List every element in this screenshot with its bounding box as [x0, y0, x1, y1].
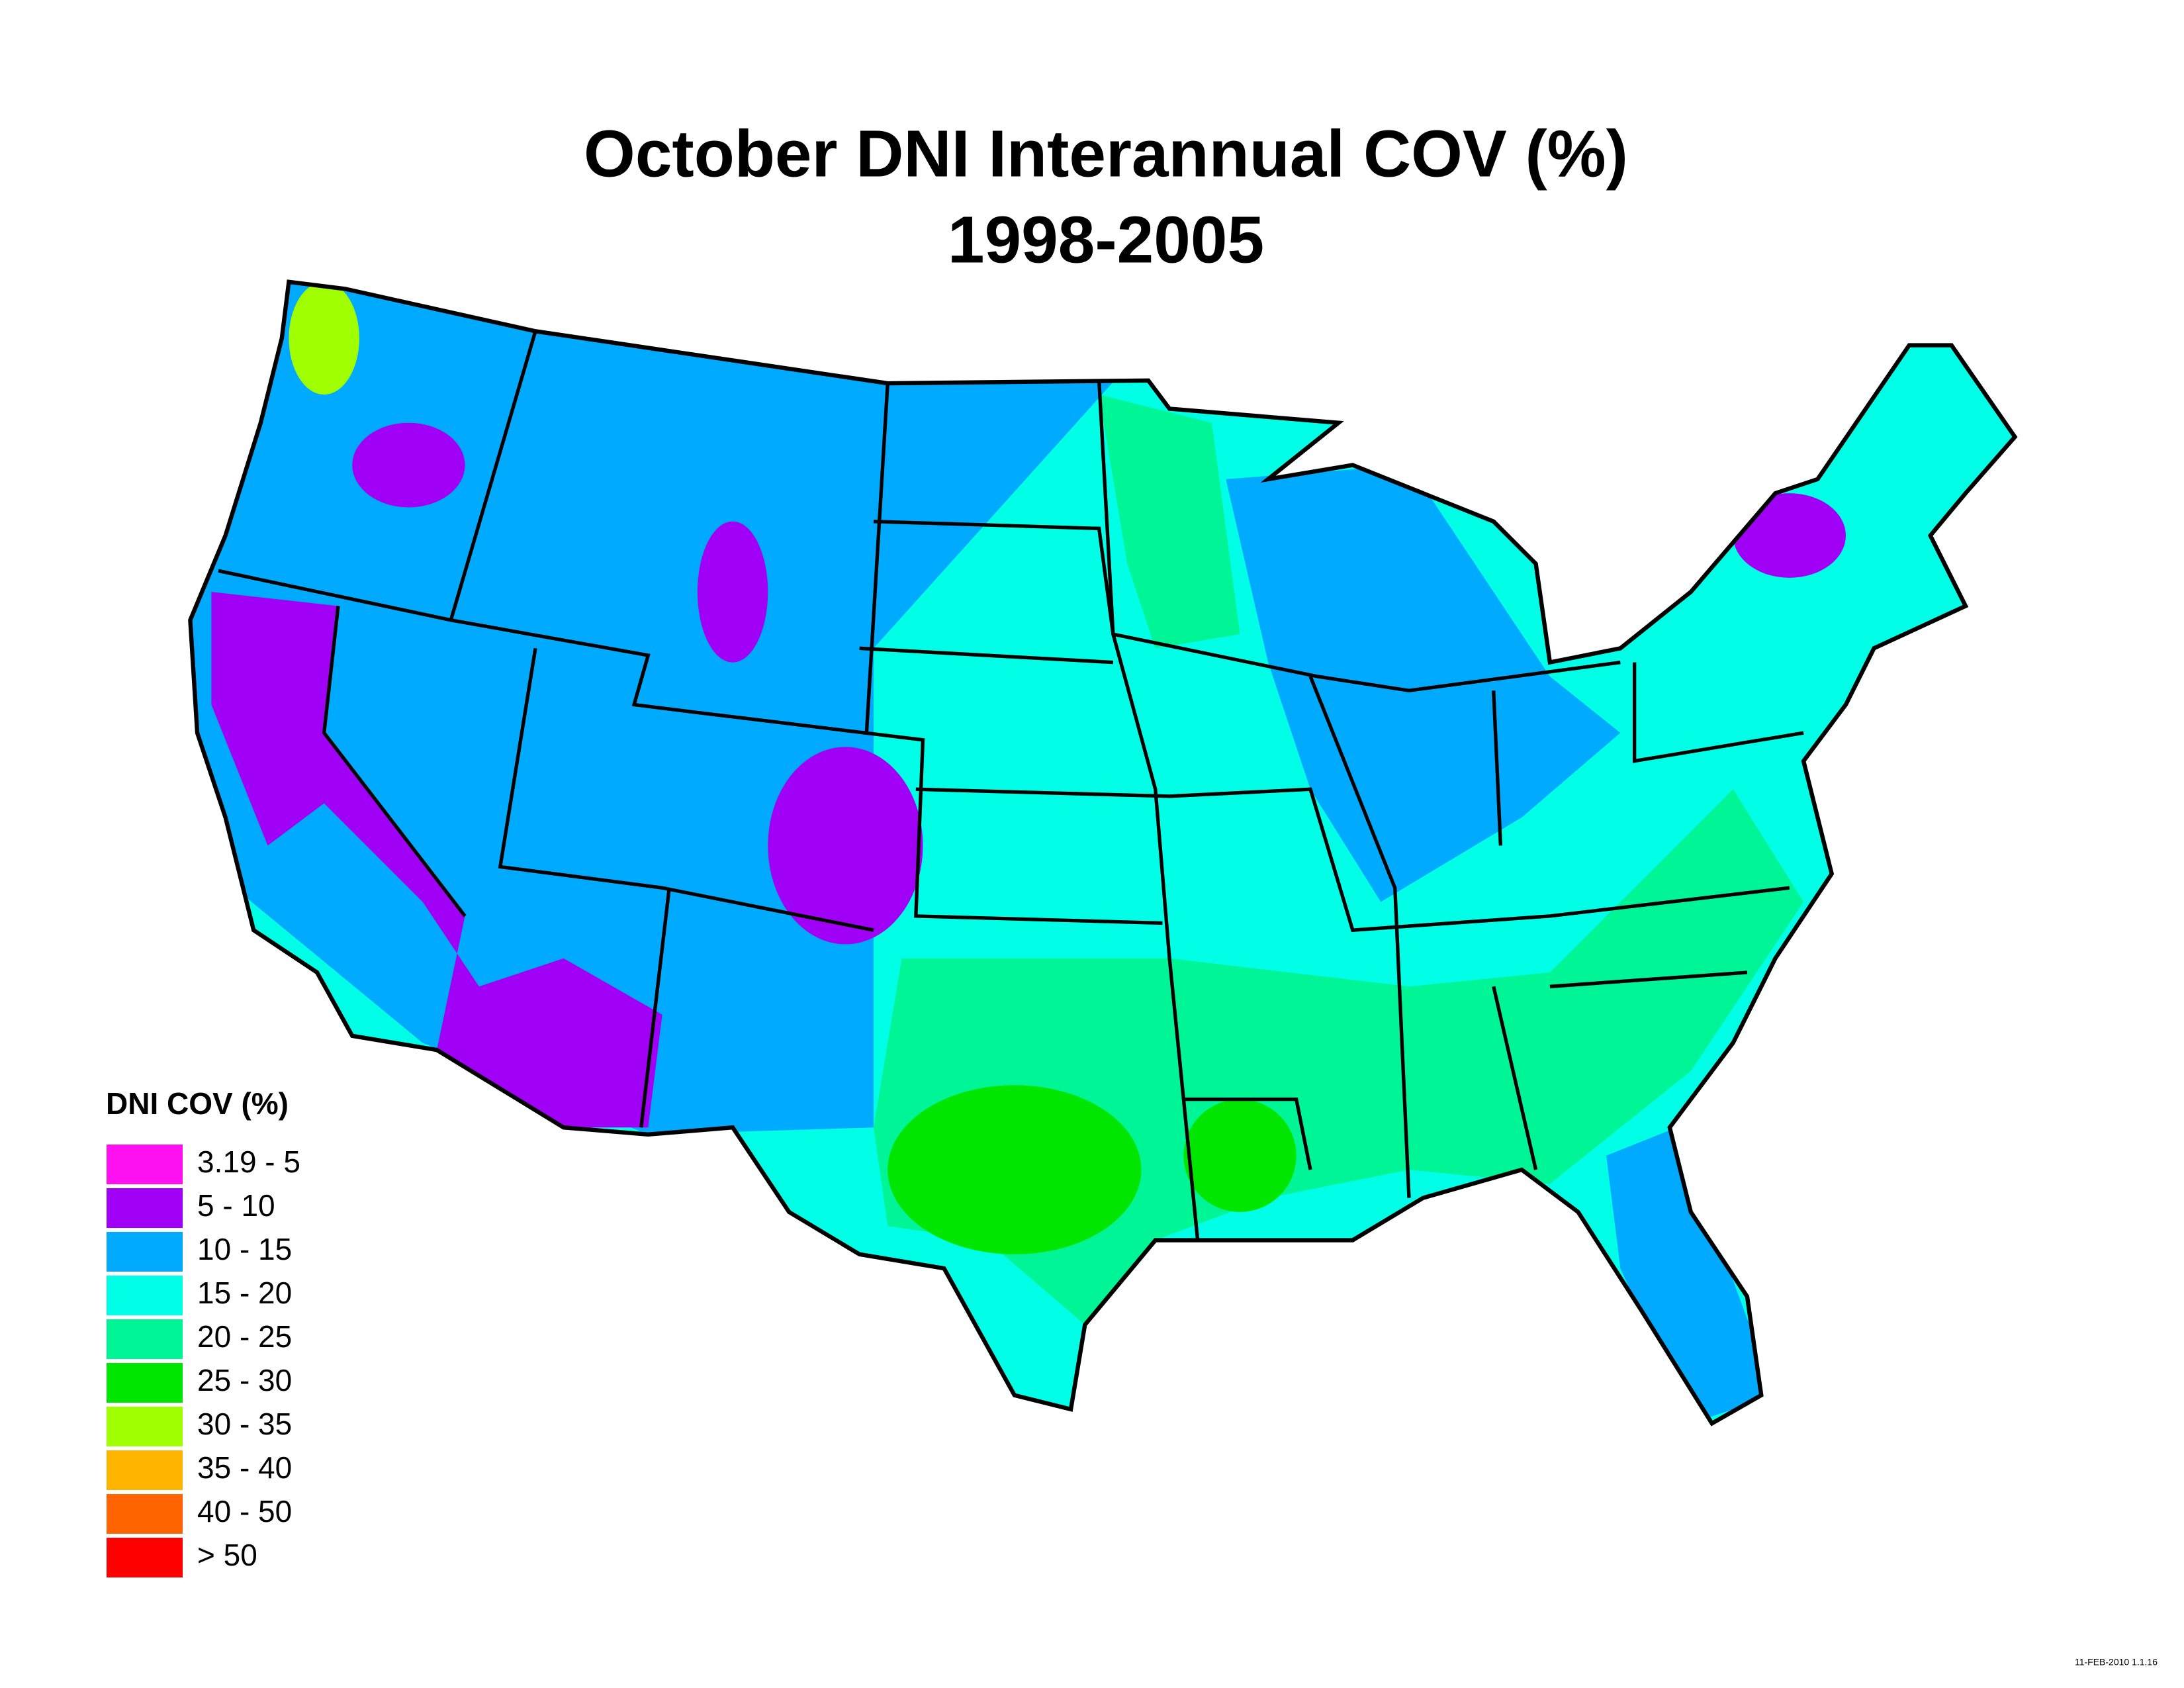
legend-swatch [105, 1536, 184, 1579]
legend-label: 25 - 30 [197, 1363, 292, 1397]
legend: 3.19 - 5 5 - 10 10 - 15 15 - 20 20 - 25 25 - … [105, 1143, 300, 1579]
legend-label: 3.19 - 5 [197, 1145, 300, 1179]
legend-label: 20 - 25 [197, 1319, 292, 1354]
legend-label: > 50 [197, 1538, 257, 1572]
legend-swatch [105, 1362, 184, 1404]
surface-blue-midwest [1226, 465, 1621, 902]
legend-swatch [105, 1318, 184, 1360]
surface-purple-colorado [768, 747, 923, 945]
surface-purple-oregon [352, 422, 465, 508]
state-lines [218, 330, 1804, 1241]
map-subtitle: 1998-2005 [948, 203, 1264, 277]
legend-label: 40 - 50 [197, 1494, 292, 1528]
legend-label: 15 - 20 [197, 1276, 292, 1310]
surface-green-north [1099, 395, 1240, 649]
legend-swatch [105, 1187, 184, 1229]
legend-swatch [105, 1405, 184, 1448]
legend-swatch [105, 1493, 184, 1535]
us-map [141, 254, 2114, 1452]
legend-label: 30 - 35 [197, 1407, 292, 1441]
surface-yellowgreen-wa [289, 281, 359, 395]
legend-swatch [105, 1143, 184, 1186]
surface-purple-wyoming [697, 521, 768, 663]
legend-swatch [105, 1449, 184, 1491]
map-title: October DNI Interannual COV (%) [584, 117, 1628, 191]
surface-green-louisiana [1183, 1099, 1297, 1212]
surface-blue-florida [1606, 1127, 1776, 1424]
legend-label: 10 - 15 [197, 1232, 292, 1266]
legend-title: DNI COV (%) [106, 1086, 289, 1121]
legend-swatch [105, 1231, 184, 1273]
legend-label: 35 - 40 [197, 1450, 292, 1485]
legend-swatch [105, 1274, 184, 1317]
legend-label: 5 - 10 [197, 1188, 275, 1223]
footer-stamp: 11-FEB-2010 1.1.16 [2075, 1657, 2158, 1667]
surface-green-texas [887, 1085, 1142, 1254]
surface-purple-newyork [1733, 493, 1846, 578]
